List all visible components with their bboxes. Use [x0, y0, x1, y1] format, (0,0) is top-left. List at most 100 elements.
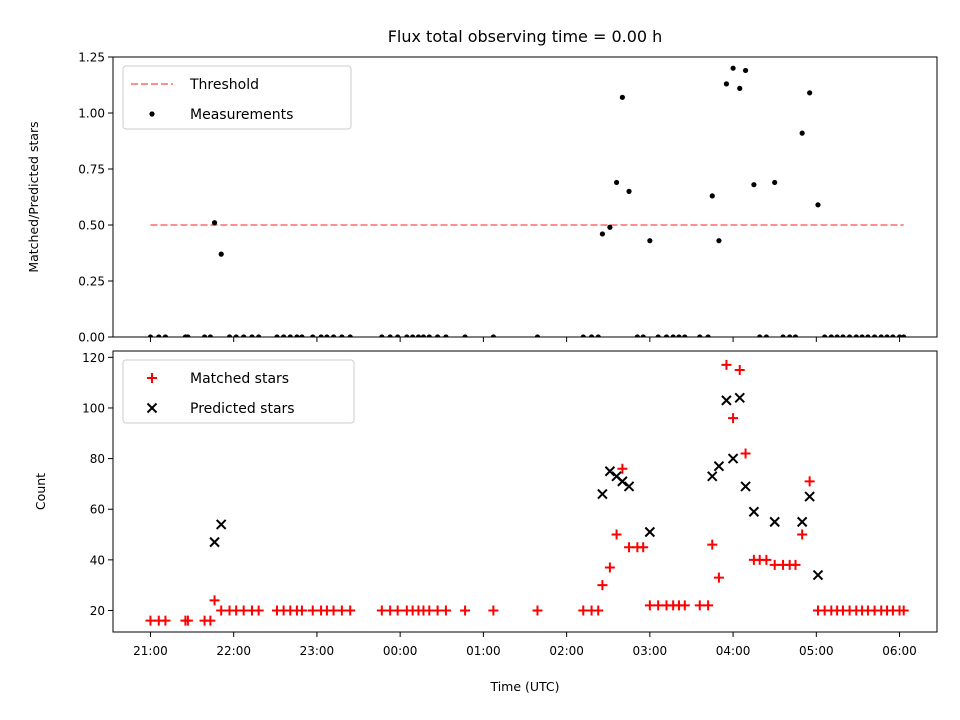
x-tick-label: 06:00 — [882, 644, 917, 658]
data-point — [878, 334, 884, 337]
data-point — [663, 334, 670, 337]
data-point — [604, 466, 616, 477]
legend-swatch — [146, 402, 158, 414]
data-point — [241, 334, 247, 337]
x-tick-label: 01:00 — [466, 644, 501, 658]
y-tick-label: 0.25 — [78, 275, 105, 289]
data-point — [796, 516, 808, 528]
data-point — [896, 334, 903, 337]
y-tick-label: 40 — [90, 553, 105, 567]
data-point — [787, 334, 793, 337]
ratio-panel: 0.00 0.25 0.50 0.75 1.00 1.25 Matched/Predicte… — [26, 51, 938, 345]
data-point — [812, 569, 824, 581]
legend-box — [122, 359, 355, 424]
data-point — [707, 471, 718, 482]
data-point — [890, 334, 896, 337]
y-tick-label: 0.00 — [78, 331, 105, 345]
data-point — [670, 334, 676, 337]
data-point — [440, 605, 451, 616]
data-point — [757, 334, 763, 337]
data-point — [707, 539, 718, 550]
data-point — [339, 334, 345, 337]
data-point — [460, 605, 471, 616]
data-point — [182, 615, 193, 626]
legend-swatch — [149, 111, 155, 117]
legend-label: Predicted stars — [190, 401, 295, 417]
legend-label: Matched stars — [190, 371, 289, 387]
data-point — [713, 460, 725, 472]
data-point — [281, 334, 287, 337]
data-point — [185, 334, 191, 337]
data-point — [379, 334, 385, 337]
data-point — [426, 334, 432, 337]
data-point — [299, 334, 305, 337]
data-point — [345, 605, 356, 616]
legend-box — [122, 65, 352, 130]
data-point — [310, 334, 316, 337]
data-point — [822, 334, 828, 337]
x-tick-label: 23:00 — [300, 644, 335, 658]
data-point — [721, 359, 732, 370]
data-point — [619, 94, 625, 100]
data-point — [156, 334, 162, 337]
x-tick-label: 00:00 — [383, 644, 418, 658]
data-point — [865, 334, 871, 337]
data-point — [807, 90, 813, 96]
data-point — [727, 453, 739, 464]
data-point — [634, 334, 640, 337]
data-point — [209, 595, 220, 606]
data-point — [330, 334, 337, 337]
data-point — [780, 334, 786, 337]
y-tick-label: 1.25 — [78, 51, 105, 65]
x-tick-label: 05:00 — [799, 644, 834, 658]
data-point — [162, 334, 169, 337]
data-point — [901, 334, 907, 337]
data-point — [215, 519, 227, 530]
data-point — [751, 182, 757, 188]
data-point — [655, 334, 661, 337]
data-point — [160, 615, 171, 626]
data-point — [763, 334, 769, 337]
y-tick-label: 20 — [90, 604, 105, 618]
data-point — [253, 605, 264, 616]
data-point — [205, 615, 216, 626]
data-point — [404, 334, 410, 337]
y-tick-label: 60 — [90, 503, 105, 517]
data-point — [256, 334, 262, 337]
data-point — [347, 334, 353, 337]
data-point — [647, 238, 653, 244]
data-point — [697, 334, 703, 337]
series-measurements — [147, 65, 907, 337]
data-point — [761, 554, 772, 565]
data-point — [644, 526, 656, 538]
x-tick-label: 04:00 — [716, 644, 751, 658]
data-point — [318, 334, 324, 337]
data-point — [249, 334, 255, 337]
data-point — [201, 334, 208, 337]
data-point — [287, 334, 293, 337]
data-point — [597, 580, 608, 591]
data-point — [640, 334, 646, 337]
y-axis-label: Matched/Predicted stars — [26, 121, 41, 272]
data-point — [847, 334, 853, 337]
x-tick-label: 21:00 — [133, 644, 168, 658]
data-point — [218, 251, 224, 257]
data-point — [623, 481, 635, 492]
data-point — [713, 572, 724, 583]
data-point — [420, 334, 427, 337]
data-point — [734, 392, 745, 404]
data-point — [898, 605, 909, 616]
plot-area — [147, 65, 907, 337]
data-point — [599, 231, 606, 237]
data-point — [815, 202, 821, 208]
data-point — [296, 605, 307, 616]
data-point — [595, 334, 601, 337]
data-point — [392, 605, 403, 616]
data-point — [728, 413, 739, 424]
data-point — [723, 81, 730, 87]
data-point — [211, 220, 218, 226]
data-point — [804, 491, 815, 502]
x-axis-label: Time (UTC) — [489, 679, 559, 694]
y-tick-label: 0.75 — [78, 163, 105, 177]
data-point — [532, 605, 543, 616]
